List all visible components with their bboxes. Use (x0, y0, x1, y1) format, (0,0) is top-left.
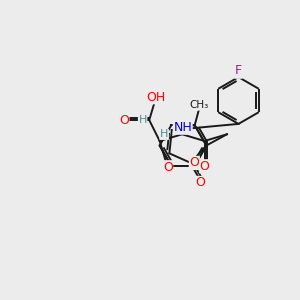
Text: O: O (200, 160, 209, 173)
Text: F: F (235, 65, 242, 78)
Text: OH: OH (146, 91, 165, 104)
Text: F: F (235, 64, 242, 77)
Text: H: H (160, 129, 168, 140)
Text: O: O (119, 114, 129, 127)
Text: H: H (138, 115, 147, 125)
Text: O: O (163, 161, 172, 174)
Text: CH₃: CH₃ (189, 100, 208, 110)
Text: O: O (195, 176, 205, 190)
Text: NH: NH (173, 121, 192, 134)
Text: O: O (189, 156, 199, 170)
